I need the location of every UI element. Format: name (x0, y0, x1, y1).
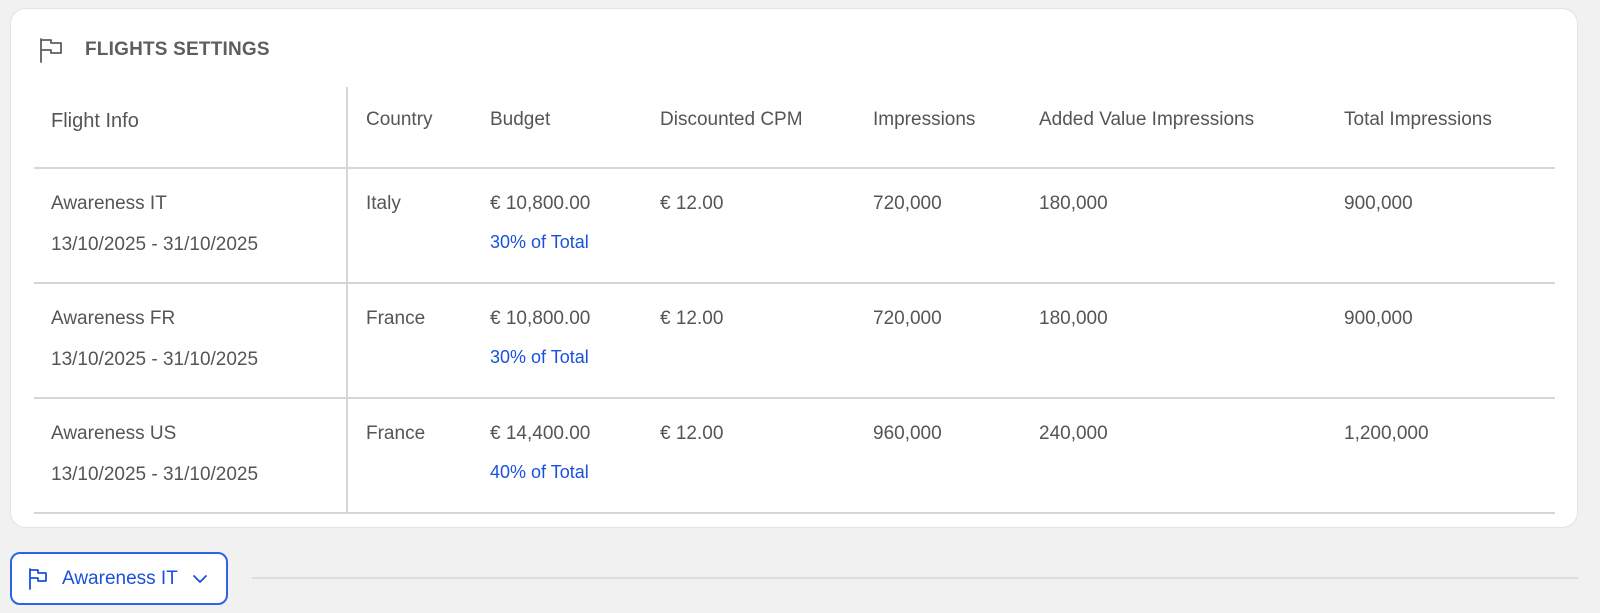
added-value-cell: 240,000 (1039, 423, 1108, 444)
total-impressions-cell: 1,200,000 (1344, 423, 1429, 444)
flight-selector-label: Awareness IT (62, 567, 178, 589)
budget-share: 40% of Total (490, 462, 589, 482)
flag-icon (38, 36, 64, 64)
impressions-cell: 960,000 (873, 423, 942, 444)
budget-value: € 14,400.00 (490, 423, 591, 444)
section-divider (252, 577, 1578, 579)
flight-dates: 13/10/2025 - 31/10/2025 (51, 234, 259, 255)
header-total-impressions: Total Impressions (1344, 109, 1492, 130)
header-impressions: Impressions (873, 109, 976, 130)
table-row: Awareness IT 13/10/2025 - 31/10/2025 Ita… (34, 169, 1555, 284)
card-header: FLIGHTS SETTINGS (38, 35, 270, 65)
budget-cell: € 10,800.00 30% of Total (472, 169, 642, 282)
impressions-cell: 720,000 (873, 193, 942, 214)
header-added-value-impressions: Added Value Impressions (1039, 109, 1255, 130)
flight-info-cell: Awareness FR 13/10/2025 - 31/10/2025 (34, 284, 348, 397)
chevron-down-icon (192, 574, 208, 584)
header-country: Country (366, 109, 433, 130)
flights-settings-card: FLIGHTS SETTINGS Flight Info Country Bud… (10, 8, 1578, 528)
cpm-cell: € 12.00 (660, 423, 724, 444)
flight-selector-dropdown[interactable]: Awareness IT (10, 552, 228, 605)
flight-name: Awareness IT (51, 193, 167, 214)
impressions-cell: 720,000 (873, 308, 942, 329)
cpm-cell: € 12.00 (660, 193, 724, 214)
flight-dates: 13/10/2025 - 31/10/2025 (51, 464, 259, 485)
flag-icon (27, 567, 49, 591)
country-cell: Italy (366, 193, 401, 214)
flight-name: Awareness US (51, 423, 177, 444)
table-row: Awareness FR 13/10/2025 - 31/10/2025 Fra… (34, 284, 1555, 399)
budget-value: € 10,800.00 (490, 308, 591, 329)
country-cell: France (366, 423, 426, 444)
total-impressions-cell: 900,000 (1344, 308, 1413, 329)
header-budget: Budget (490, 109, 551, 130)
flight-info-cell: Awareness IT 13/10/2025 - 31/10/2025 (34, 169, 348, 282)
added-value-cell: 180,000 (1039, 308, 1108, 329)
section-title: FLIGHTS SETTINGS (85, 39, 270, 60)
header-flight-info: Flight Info (34, 87, 348, 167)
budget-share: 30% of Total (490, 232, 589, 252)
flight-name: Awareness FR (51, 308, 176, 329)
header-discounted-cpm: Discounted CPM (660, 109, 803, 130)
table-header-row: Flight Info Country Budget Discounted CP… (34, 87, 1555, 169)
total-impressions-cell: 900,000 (1344, 193, 1413, 214)
added-value-cell: 180,000 (1039, 193, 1108, 214)
cpm-cell: € 12.00 (660, 308, 724, 329)
budget-share: 30% of Total (490, 347, 589, 367)
country-cell: France (366, 308, 426, 329)
budget-cell: € 14,400.00 40% of Total (472, 399, 642, 512)
flight-info-cell: Awareness US 13/10/2025 - 31/10/2025 (34, 399, 348, 512)
table-row: Awareness US 13/10/2025 - 31/10/2025 Fra… (34, 399, 1555, 514)
budget-value: € 10,800.00 (490, 193, 591, 214)
flight-dates: 13/10/2025 - 31/10/2025 (51, 349, 259, 370)
flights-table: Flight Info Country Budget Discounted CP… (34, 87, 1555, 514)
budget-cell: € 10,800.00 30% of Total (472, 284, 642, 397)
